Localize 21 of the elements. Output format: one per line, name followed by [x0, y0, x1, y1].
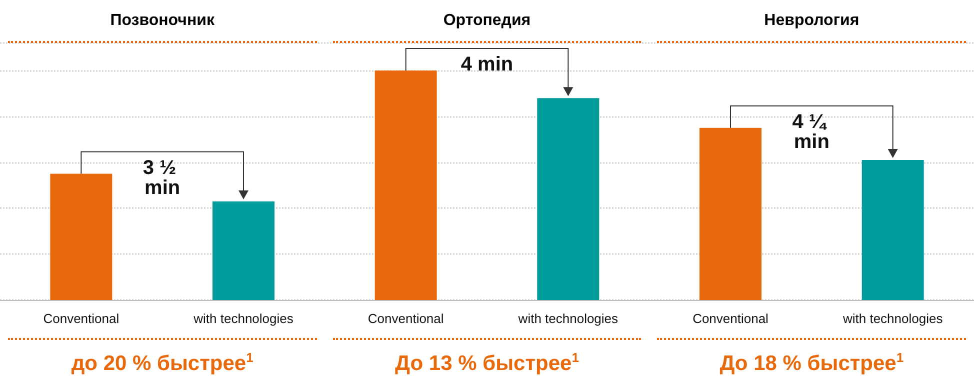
text: Неврология — [657, 12, 966, 43]
x-tick-label: with technologies — [192, 311, 294, 326]
bar — [50, 174, 112, 300]
x-tick-label: Conventional — [368, 311, 444, 326]
text: Ортопедия — [332, 12, 642, 43]
x-tick-label: Conventional — [43, 311, 120, 326]
annotation: 4 ¼ min — [792, 110, 832, 153]
text: До 18 % быстрее$^{1}$ — [657, 338, 966, 378]
bar — [212, 201, 274, 300]
bar — [537, 98, 600, 300]
x-tick-label: with technologies — [517, 311, 619, 326]
bar — [862, 160, 924, 300]
bar — [700, 128, 762, 300]
bar — [374, 70, 437, 300]
text: Позвоночник — [8, 12, 317, 43]
annotation: 4 min — [460, 54, 514, 76]
text: До 13 % быстрее$^{1}$ — [332, 338, 642, 378]
x-tick-label: Conventional — [692, 311, 769, 326]
x-tick-label: with technologies — [842, 311, 944, 326]
annotation: 3 ½ min — [142, 156, 182, 199]
text: до 20 % быстрее$^{1}$ — [8, 338, 317, 378]
